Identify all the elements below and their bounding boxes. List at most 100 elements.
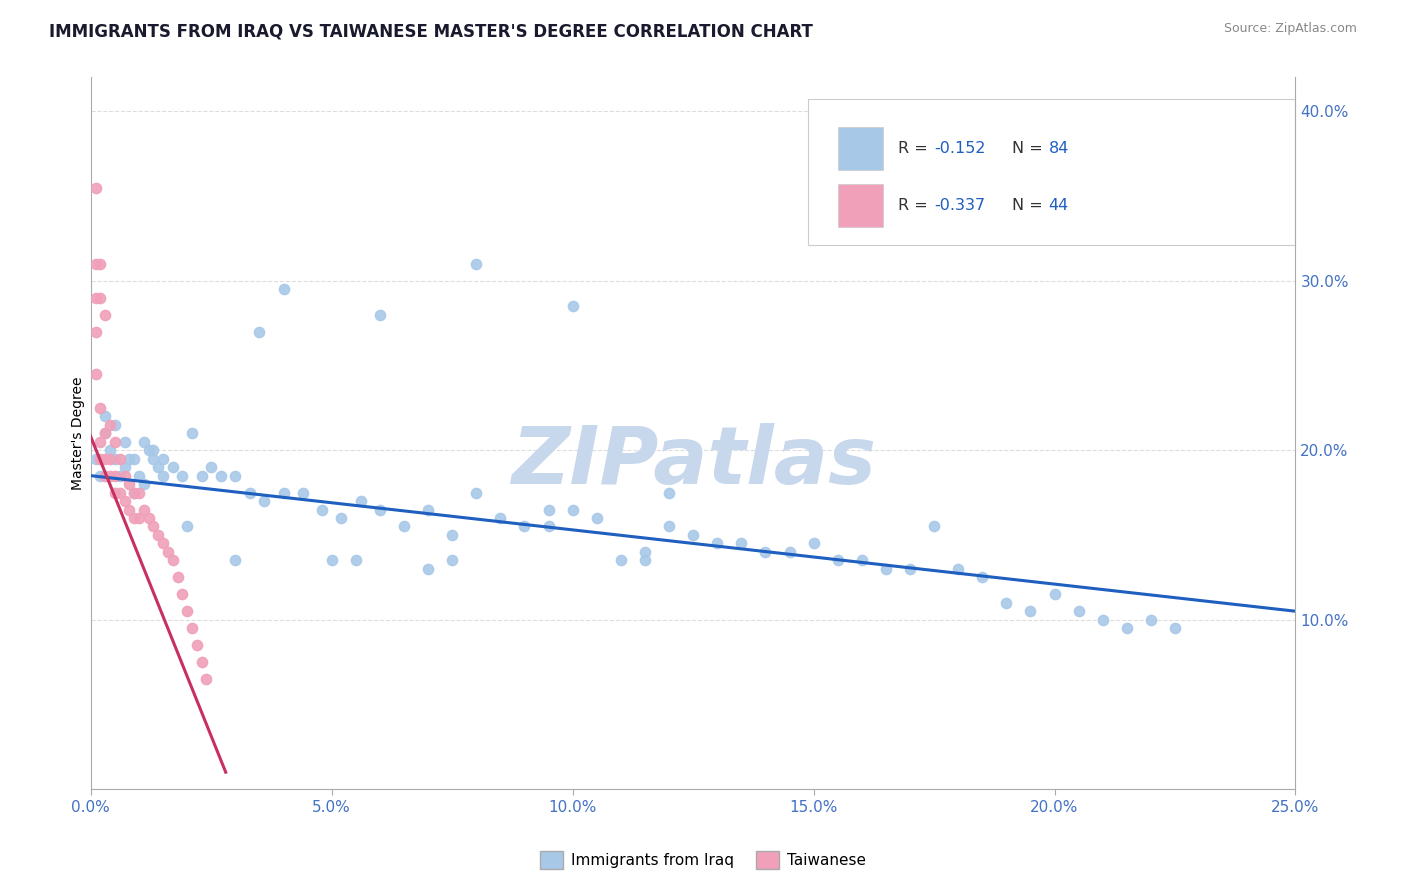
Point [181, 426, 204, 441]
Point [658, 485, 681, 500]
Text: -0.337: -0.337 [934, 198, 986, 213]
Point [138, 443, 160, 458]
Point [98, 468, 121, 483]
Point [84, 257, 107, 271]
Point [104, 417, 127, 432]
Point [489, 511, 512, 525]
Point [122, 511, 145, 525]
Point [84, 367, 107, 381]
Point [321, 553, 343, 567]
Point [658, 519, 681, 533]
Point [898, 562, 921, 576]
Point [132, 477, 155, 491]
Point [1164, 621, 1187, 635]
Point [513, 519, 536, 533]
Point [114, 460, 136, 475]
Point [273, 282, 295, 296]
Point [114, 494, 136, 508]
Point [104, 434, 127, 449]
Legend: Immigrants from Iraq, Taiwanese: Immigrants from Iraq, Taiwanese [534, 845, 872, 875]
Point [350, 494, 373, 508]
Point [94, 308, 117, 322]
Point [94, 426, 117, 441]
Text: 84: 84 [1049, 141, 1069, 156]
Point [330, 511, 353, 525]
Point [200, 460, 222, 475]
Point [148, 460, 170, 475]
Point [634, 553, 657, 567]
Point [114, 468, 136, 483]
Point [465, 485, 488, 500]
FancyBboxPatch shape [807, 99, 1295, 244]
Point [104, 468, 127, 483]
Point [172, 587, 194, 601]
Point [190, 655, 212, 669]
Point [108, 485, 131, 500]
Point [98, 443, 121, 458]
Point [108, 468, 131, 483]
Point [706, 536, 728, 550]
Point [441, 528, 464, 542]
Point [94, 409, 117, 424]
Point [94, 451, 117, 466]
Point [368, 502, 391, 516]
Point [1091, 613, 1114, 627]
Point [779, 545, 801, 559]
Text: R =: R = [898, 141, 932, 156]
Point [89, 257, 111, 271]
Point [416, 502, 439, 516]
Point [89, 291, 111, 305]
Text: N =: N = [1012, 198, 1049, 213]
Text: R =: R = [898, 198, 932, 213]
Point [273, 485, 295, 500]
Point [851, 553, 873, 567]
Text: 44: 44 [1049, 198, 1069, 213]
Point [209, 468, 232, 483]
Point [128, 468, 150, 483]
Point [1115, 621, 1137, 635]
Point [94, 468, 117, 483]
Point [922, 519, 945, 533]
Point [94, 426, 117, 441]
Point [152, 451, 174, 466]
Point [537, 519, 560, 533]
Text: IMMIGRANTS FROM IRAQ VS TAIWANESE MASTER'S DEGREE CORRELATION CHART: IMMIGRANTS FROM IRAQ VS TAIWANESE MASTER… [49, 22, 813, 40]
Point [84, 325, 107, 339]
Point [122, 485, 145, 500]
Point [995, 596, 1018, 610]
Point [239, 485, 262, 500]
Point [89, 451, 111, 466]
Point [148, 528, 170, 542]
Point [224, 553, 246, 567]
Point [108, 451, 131, 466]
Point [118, 477, 141, 491]
Point [368, 308, 391, 322]
Point [138, 511, 160, 525]
Text: ZIPatlas: ZIPatlas [510, 423, 876, 500]
FancyBboxPatch shape [838, 184, 883, 227]
Point [875, 562, 897, 576]
Point [104, 451, 127, 466]
Point [84, 180, 107, 194]
Point [181, 621, 204, 635]
Point [253, 494, 276, 508]
Point [162, 553, 184, 567]
Point [114, 434, 136, 449]
Point [118, 502, 141, 516]
Point [89, 401, 111, 415]
Point [89, 468, 111, 483]
Point [152, 468, 174, 483]
Point [561, 502, 583, 516]
Point [416, 562, 439, 576]
Point [84, 451, 107, 466]
Point [172, 468, 194, 483]
Point [195, 672, 218, 686]
Point [441, 553, 464, 567]
Point [166, 570, 188, 584]
Point [104, 485, 127, 500]
Point [156, 545, 179, 559]
Point [1019, 604, 1042, 618]
Point [634, 545, 657, 559]
Point [730, 536, 752, 550]
Point [1140, 613, 1163, 627]
